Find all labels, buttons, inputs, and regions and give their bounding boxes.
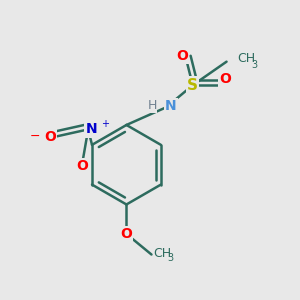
Text: +: +	[101, 119, 110, 129]
Text: −: −	[30, 130, 40, 143]
Text: O: O	[44, 130, 56, 144]
Text: 3: 3	[168, 253, 174, 263]
Text: S: S	[187, 78, 198, 93]
Text: CH: CH	[237, 52, 255, 65]
Text: O: O	[76, 159, 88, 173]
Text: O: O	[176, 49, 188, 63]
Text: CH: CH	[153, 247, 171, 260]
Text: H: H	[147, 99, 157, 112]
Text: O: O	[219, 72, 231, 86]
Text: N: N	[85, 122, 97, 136]
Text: 3: 3	[252, 60, 258, 70]
Text: N: N	[165, 99, 176, 113]
Text: O: O	[121, 227, 132, 241]
